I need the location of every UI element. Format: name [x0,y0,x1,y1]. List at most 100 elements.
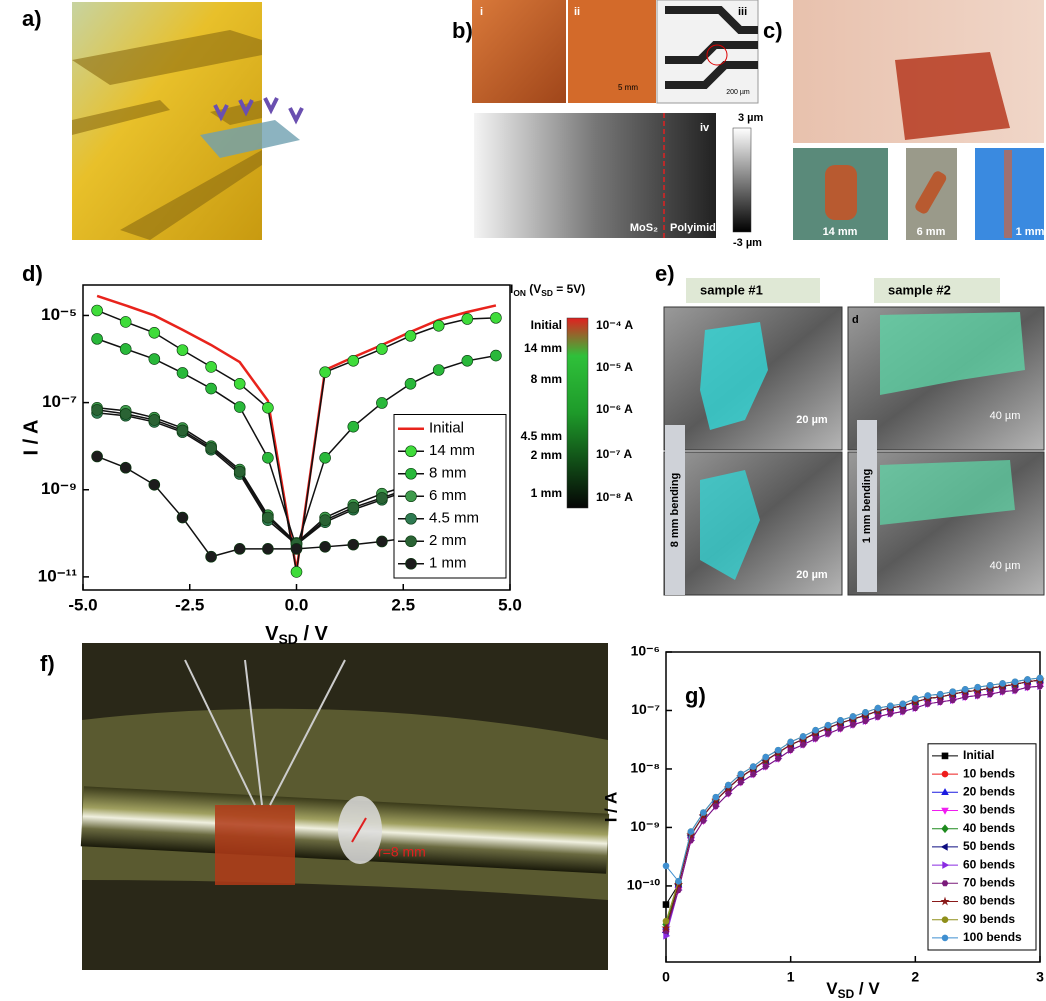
marker [925,701,931,706]
marker [206,442,217,453]
marker [291,566,302,577]
marker [92,305,103,316]
marker [234,543,245,554]
colorbar-title: ION (VSD = 5V) [510,282,585,298]
marker [1037,675,1043,681]
y-tick-label: 10⁻⁷ [42,392,77,411]
legend-label: 14 mm [429,442,475,459]
x-tick-label: 1 [787,969,795,985]
panel-label: g) [685,683,706,708]
x-tick-label: 0 [662,969,670,985]
y-tick-label: 10⁻¹¹ [38,566,78,585]
legend-label: 100 bends [963,930,1022,944]
marker [376,343,387,354]
colorbar-label: 14 mm [524,341,562,355]
panel-label: b) [452,18,473,43]
marker [405,330,416,341]
marker [234,378,245,389]
current-colorbar [567,318,588,508]
legend-label: 8 mm [429,465,467,482]
marker [825,731,831,736]
legend-label: Initial [963,748,994,762]
x-axis-label: VSD / V [265,623,328,646]
legend-label: 30 bends [963,803,1015,817]
marker [663,918,669,924]
marker [800,742,806,747]
text-part: V [265,623,279,645]
marker [291,543,302,554]
marker [663,863,669,869]
panel-label: a) [22,6,42,31]
marker [800,733,806,739]
marker [788,739,794,745]
marker [149,414,160,425]
text-part: (V [526,282,541,296]
legend-label: 10 bends [963,766,1015,780]
x-tick-label: 0.0 [285,595,309,614]
rolled-device [825,165,857,220]
x-tick-label: -2.5 [175,595,204,614]
marker [149,327,160,338]
marker [120,462,131,473]
marker [406,491,417,502]
marker [987,692,993,697]
subpanel-label: i [480,6,483,18]
y-tick-label: 10⁻⁷ [631,701,660,717]
text-part: ON [513,288,526,298]
marker [775,756,781,761]
marker [405,378,416,389]
text-part: = 5V) [553,282,585,296]
device-illustration [72,2,302,240]
legend-label: 40 bends [963,821,1015,835]
x-tick-label: 3 [1036,969,1044,985]
marker [376,397,387,408]
marker [206,383,217,394]
marker [738,771,744,777]
marker [750,772,756,777]
marker [942,917,948,923]
marker [713,794,719,800]
marker [900,709,906,714]
region-label: Polyimide [670,222,722,234]
colorbar-label: 3 µm [738,112,764,124]
marker [850,722,856,727]
marker [120,408,131,419]
marker [490,312,501,323]
marker [1012,688,1018,693]
scale-label: 40 µm [990,560,1021,572]
marker [92,451,103,462]
marker [206,551,217,562]
marker [1012,679,1018,685]
y-axis-label: I / A [20,420,42,456]
marker [262,543,273,554]
marker [433,364,444,375]
marker [406,446,417,457]
marker [750,764,756,770]
y-tick-label: 10⁻⁶ [631,643,660,659]
bending-label: 1 mm bending [861,469,873,544]
marker [725,782,731,788]
marker [763,754,769,760]
marker [348,539,359,550]
y-tick-label: 10⁻¹⁰ [627,877,661,893]
marker [825,722,831,728]
subpanel-label: ii [574,6,580,18]
marker [962,686,968,692]
marker [975,684,981,690]
marker [348,421,359,432]
marker [320,515,331,526]
marker [925,693,931,699]
marker [406,558,417,569]
marker [788,748,794,753]
y-tick-label: 10⁻⁹ [630,818,660,834]
legend-label: Initial [429,420,464,437]
x-tick-label: 2.5 [391,595,415,614]
x-tick-label: 5.0 [498,595,522,614]
marker [149,479,160,490]
photo [472,0,566,103]
marker [92,404,103,415]
marker [862,718,868,723]
marker [775,747,781,753]
marker [763,764,769,769]
scale-label: 5 mm [618,83,638,92]
